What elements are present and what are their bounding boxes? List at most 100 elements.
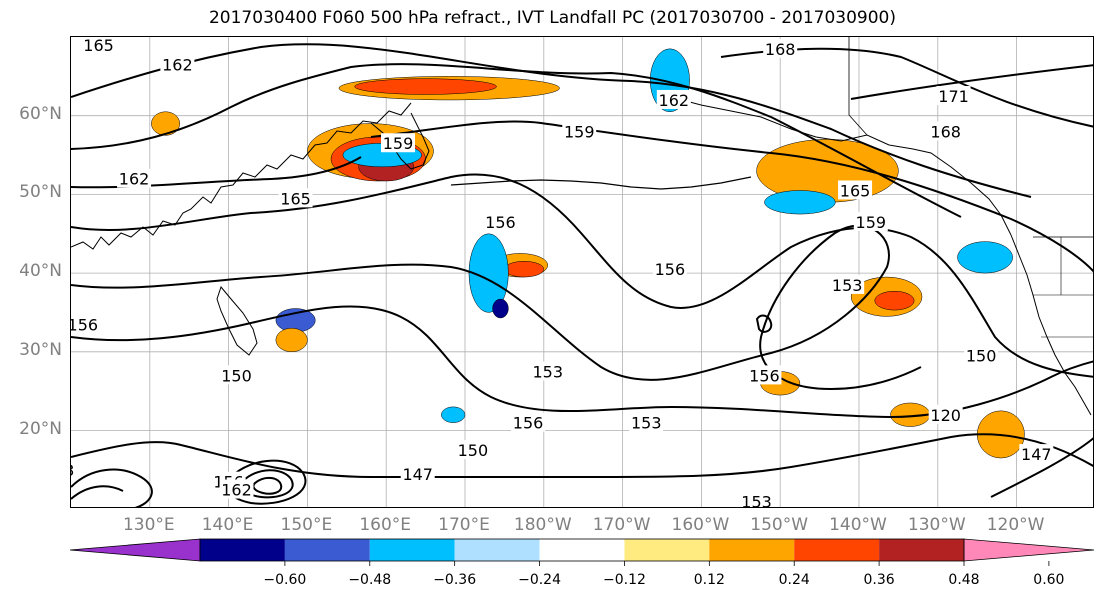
map-panel: 165 162 162 165 159 159 162 168 171 168 165 159 156 1… (70, 36, 1094, 508)
shaded-area (957, 241, 1013, 274)
longitude-label: 150°E (280, 515, 333, 535)
shaded-area (504, 261, 545, 278)
longitude-label: 170°E (438, 515, 490, 535)
contour-label: 171 (938, 87, 969, 106)
contour-label-bg (71, 314, 100, 334)
contour-171 (850, 64, 1093, 100)
contour-165-north (71, 43, 1032, 198)
longitude-label: 130°E (122, 515, 175, 535)
contour-label-bg (71, 459, 77, 479)
contour-label-bg (656, 89, 691, 109)
contour-sw-left (71, 468, 153, 507)
colorbar-segment (539, 539, 625, 561)
contour-label-bg (81, 37, 116, 54)
contour-label-bg (964, 345, 999, 365)
contour-label-bg (853, 211, 888, 231)
contour-label-bg (830, 274, 865, 294)
colorbar-segment (624, 539, 710, 561)
contour-label: 156 (513, 414, 544, 433)
colorbar-tick-label: 0.24 (778, 572, 810, 588)
contour-label: 153 (832, 276, 863, 295)
contour-label-bg (160, 54, 195, 74)
colorbar-extend-low (69, 538, 201, 562)
contour-150 (71, 305, 1093, 419)
refractivity-contours (71, 43, 1093, 507)
contour-162 (71, 63, 962, 218)
contour-label: 120 (930, 406, 961, 425)
colorbar-tick-label: −0.24 (518, 572, 561, 588)
longitude-label: 140°E (201, 515, 254, 535)
contour-label-bg (739, 491, 774, 507)
coast-alaska (670, 96, 1012, 236)
contour-sw-left-2 (71, 485, 124, 500)
contour-label-bg (838, 180, 873, 200)
colorbar-tick-label: −0.60 (263, 572, 307, 588)
shaded-area (874, 290, 915, 311)
contour-label: 150 (966, 347, 997, 366)
contour-label: 162 (162, 56, 193, 75)
contour-label-bg (763, 38, 798, 58)
contour-label: 165 (83, 37, 114, 55)
latitude-label: 50°N (19, 182, 62, 203)
contour-label: 168 (930, 122, 961, 141)
contour-label-bg (511, 412, 546, 432)
longitude-label: 180°W (513, 515, 572, 535)
contour-label-bg (562, 121, 597, 141)
contour-159 (370, 120, 1093, 273)
contour-label-bg (928, 121, 963, 141)
latitude-label: 20°N (19, 418, 62, 439)
map-title: 2017030400 F060 500 hPa refract., IVT La… (208, 8, 896, 28)
contour-label: 153 (532, 362, 563, 381)
colorbar-tick-label: 0.48 (948, 572, 980, 588)
longitude-label: 160°E (359, 515, 412, 535)
colorbar-tick-label: 0.60 (1033, 572, 1065, 588)
longitude-label: 140°W (829, 515, 887, 535)
contour-label-bg (117, 168, 152, 188)
contour-label-bg (455, 440, 490, 460)
colorbar-segment (284, 539, 370, 561)
contour-sw-ring-3 (252, 477, 283, 495)
contour-label: 156 (749, 366, 780, 385)
contour-label: 147 (402, 465, 433, 484)
contour-label: 168 (765, 40, 796, 59)
colorbar-segment (200, 539, 285, 561)
contour-label: 150 (221, 366, 252, 385)
contour-label-bg (1019, 444, 1054, 464)
contour-168 (720, 47, 1093, 128)
contour-label: 156 (485, 213, 516, 232)
colorbar-tick-label: 0.12 (693, 572, 725, 588)
colorbar-tick-label: −0.48 (348, 572, 392, 588)
graticule (71, 37, 1093, 507)
contour-label: 165 (280, 189, 311, 208)
contour-label: 159 (856, 213, 887, 232)
contour-label-bg (483, 211, 518, 231)
japan-islands (216, 285, 258, 356)
contour-label-bg (219, 479, 254, 499)
colorbar-segment (709, 539, 795, 561)
colorbar-segment (879, 539, 964, 561)
contour-label-bg (652, 259, 687, 279)
contour-label: 153 (71, 461, 74, 480)
colorbar-segment (369, 539, 455, 561)
shaded-area (764, 190, 836, 215)
colorbar-segment (794, 539, 880, 561)
colorbar-extend-high (963, 538, 1095, 562)
contour-label: 153 (631, 414, 662, 433)
contour-label: 162 (659, 91, 690, 110)
longitude-label: 170°W (592, 515, 651, 535)
longitude-label: 150°W (750, 515, 809, 535)
contour-label: 153 (741, 492, 772, 508)
coast-na-west (1010, 234, 1092, 416)
colorbar-segment (454, 539, 540, 561)
contour-label-bg (928, 404, 963, 424)
longitude-label: 120°W (986, 515, 1045, 535)
coast-asia (71, 102, 412, 250)
shaded-area (441, 406, 466, 423)
contour-label: 156 (655, 260, 686, 279)
colorbar-tick-label: −0.12 (602, 572, 646, 588)
colorbar-tick-label: −0.36 (433, 572, 477, 588)
shaded-area (275, 327, 308, 353)
colorbar-outline (199, 538, 965, 562)
shaded-area (151, 111, 180, 136)
latitude-label: 60°N (19, 103, 62, 124)
